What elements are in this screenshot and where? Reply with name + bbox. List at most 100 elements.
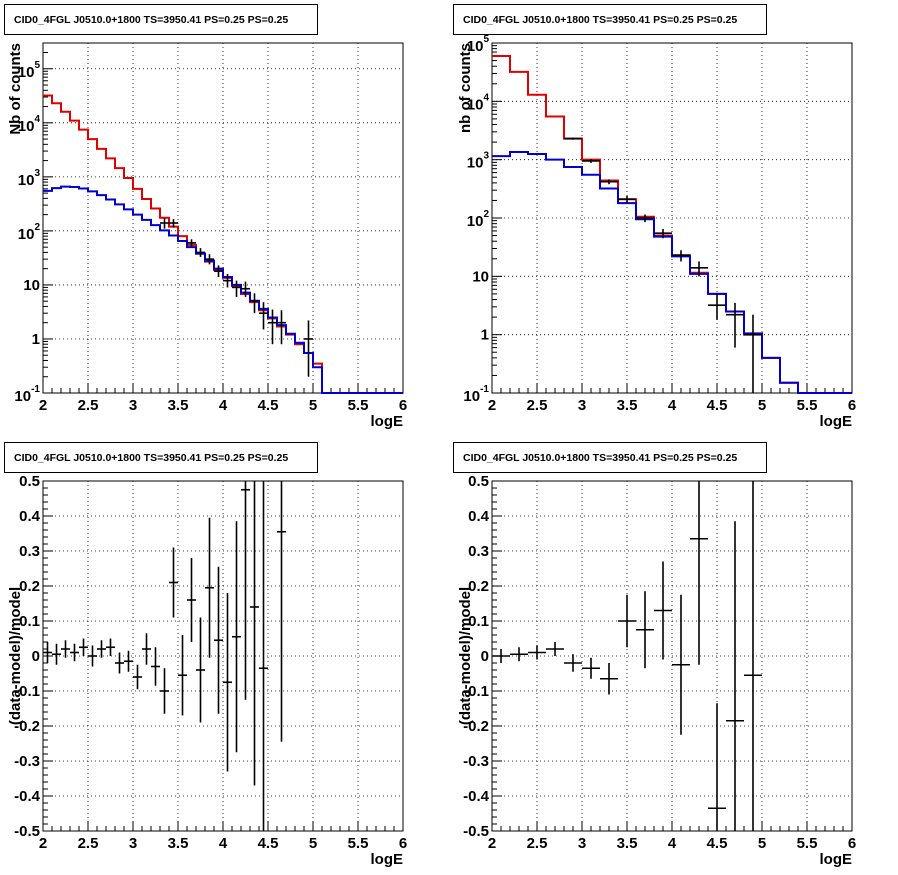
y-tick-label: 102: [18, 222, 41, 243]
data-point: [600, 179, 618, 185]
y-tick-label: -0.2: [463, 718, 489, 735]
y-tick-label: 0.3: [19, 543, 40, 560]
residual-point: [708, 703, 726, 831]
y-tick-base: 10: [467, 38, 484, 55]
y-tick-base: 10: [463, 388, 480, 405]
y-tick-label: -0.4: [463, 788, 490, 805]
y-tick-label: -0.2: [14, 718, 40, 735]
y-tick-label: 103: [18, 168, 41, 189]
x-axis-label: logE: [820, 413, 853, 430]
data-point: [708, 293, 726, 320]
x-tick-label: 3.5: [168, 835, 189, 852]
data-point: [268, 309, 277, 345]
y-tick-label: -0.1: [463, 683, 489, 700]
x-tick-label: 6: [399, 397, 407, 414]
y-tick-exponent: 3: [34, 168, 40, 179]
y-tick-base: 10: [467, 96, 484, 113]
y-tick-label: -0.5: [463, 823, 489, 840]
y-tick-label: 0.2: [468, 578, 489, 595]
residual-point: [636, 591, 654, 669]
data-point: [277, 310, 286, 345]
residual-point: [241, 481, 250, 700]
y-tick-base: 10: [18, 172, 35, 189]
y-tick-exponent: 2: [483, 209, 489, 220]
y-tick-label: 10-1: [14, 384, 40, 405]
residual-point: [61, 640, 70, 658]
x-axis-label: logE: [820, 851, 853, 868]
y-axis-label: (data-model)/model: [457, 587, 474, 725]
y-tick-base: 10: [18, 226, 35, 243]
x-tick-label: 5: [309, 835, 317, 852]
y-tick-label: 10: [23, 277, 40, 294]
chart-3: CID0_4FGL J0510.0+1800 TS=3950.41 PS=0.2…: [4, 442, 407, 868]
residual-point: [214, 566, 223, 714]
data-point: [250, 293, 259, 314]
chart-1: CID0_4FGL J0510.0+1800 TS=3950.41 PS=0.2…: [4, 4, 407, 430]
data-point: [214, 265, 223, 278]
y-tick-label: 0.3: [468, 543, 489, 560]
residual-point: [223, 593, 232, 772]
data-point: [564, 137, 582, 140]
data-point: [726, 302, 744, 348]
data-point: [304, 320, 313, 377]
x-tick-label: 4.5: [258, 835, 279, 852]
x-axis-label: logE: [371, 851, 404, 868]
x-tick-label: 5.5: [797, 397, 818, 414]
histogram-series-1: [492, 54, 852, 394]
x-tick-label: 4: [668, 835, 677, 852]
residual-point: [690, 481, 708, 665]
y-tick-label: 102: [467, 209, 490, 230]
chart-title-box: CID0_4FGL J0510.0+1800 TS=3950.41 PS=0.2…: [4, 4, 318, 35]
residual-point: [259, 481, 268, 831]
data-point: [232, 280, 241, 297]
chart-title-box: CID0_4FGL J0510.0+1800 TS=3950.41 PS=0.2…: [453, 4, 767, 35]
residual-point: [43, 642, 52, 663]
x-tick-label: 2.5: [527, 397, 548, 414]
histogram-series-2: [43, 185, 403, 394]
residual-point: [133, 664, 142, 690]
y-axis: -0.5 -0.4 -0.3 -0.2 -0.1 0 0.1 0.2 0.3 0.4 0.5 (dat…: [457, 473, 852, 840]
residual-point: [106, 638, 115, 656]
residual-point: [205, 517, 214, 658]
residual-point: [654, 561, 672, 660]
x-tick-label: 3: [129, 397, 137, 414]
chart-title: CID0_4FGL J0510.0+1800 TS=3950.41 PS=0.2…: [463, 452, 737, 464]
x-tick-label: 3.5: [617, 835, 638, 852]
y-tick-exponent: 3: [483, 151, 489, 162]
x-tick-label: 4: [219, 835, 228, 852]
residual-point: [528, 645, 546, 660]
residual-point: [169, 547, 178, 618]
y-tick-label: 105: [467, 34, 490, 55]
chart-title: CID0_4FGL J0510.0+1800 TS=3950.41 PS=0.2…: [14, 14, 288, 26]
x-tick-label: 6: [848, 835, 856, 852]
residual-point: [79, 638, 88, 656]
data-point: [241, 281, 250, 297]
data-point: [582, 159, 600, 163]
residual-point: [124, 650, 133, 672]
data-point: [169, 219, 178, 228]
x-axis-label: logE: [371, 413, 404, 430]
x-tick-label: 2: [488, 397, 496, 414]
y-tick-label: 0.4: [19, 508, 41, 525]
y-tick-label: 1: [32, 331, 40, 348]
y-tick-label: 0.2: [19, 578, 40, 595]
x-tick-label: 4.5: [258, 397, 279, 414]
y-tick-label: 0.1: [19, 613, 40, 630]
x-tick-label: 4.5: [707, 835, 728, 852]
y-axis-label: nb of counts: [457, 43, 474, 133]
data-point: [160, 218, 169, 229]
residual-point: [618, 594, 636, 648]
residual-point: [564, 654, 582, 672]
x-tick-label: 2: [488, 835, 496, 852]
data-point: [690, 261, 708, 277]
y-tick-label: -0.4: [14, 788, 41, 805]
x-tick-label: 5: [758, 397, 766, 414]
x-tick-label: 4: [668, 397, 677, 414]
y-tick-base: 10: [14, 388, 31, 405]
histogram-series-1: [43, 94, 403, 394]
residual-point: [546, 642, 564, 656]
y-tick-label: 104: [467, 92, 490, 113]
x-tick-label: 4.5: [707, 397, 728, 414]
y-axis-label: (data-model)/model: [7, 587, 24, 725]
